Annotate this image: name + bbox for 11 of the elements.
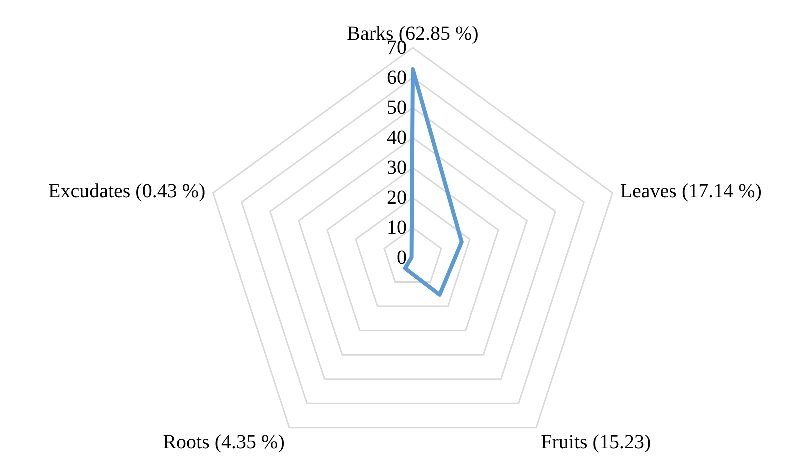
y-tick-label: 0 <box>397 247 407 269</box>
spoke-label: Excudates (0.43 %) <box>48 180 206 203</box>
y-tick-label: 10 <box>387 217 407 239</box>
spoke-label: Fruits (15.23) <box>541 432 652 454</box>
y-tick-label: 30 <box>387 157 407 179</box>
y-tick-label: 60 <box>387 67 407 89</box>
spoke-label: Leaves (17.14 %) <box>620 180 762 203</box>
spoke-label: Roots (4.35 %) <box>163 432 285 454</box>
y-tick-label: 20 <box>387 187 407 209</box>
y-tick-label: 40 <box>387 127 407 149</box>
y-tick-label: 50 <box>387 97 407 119</box>
